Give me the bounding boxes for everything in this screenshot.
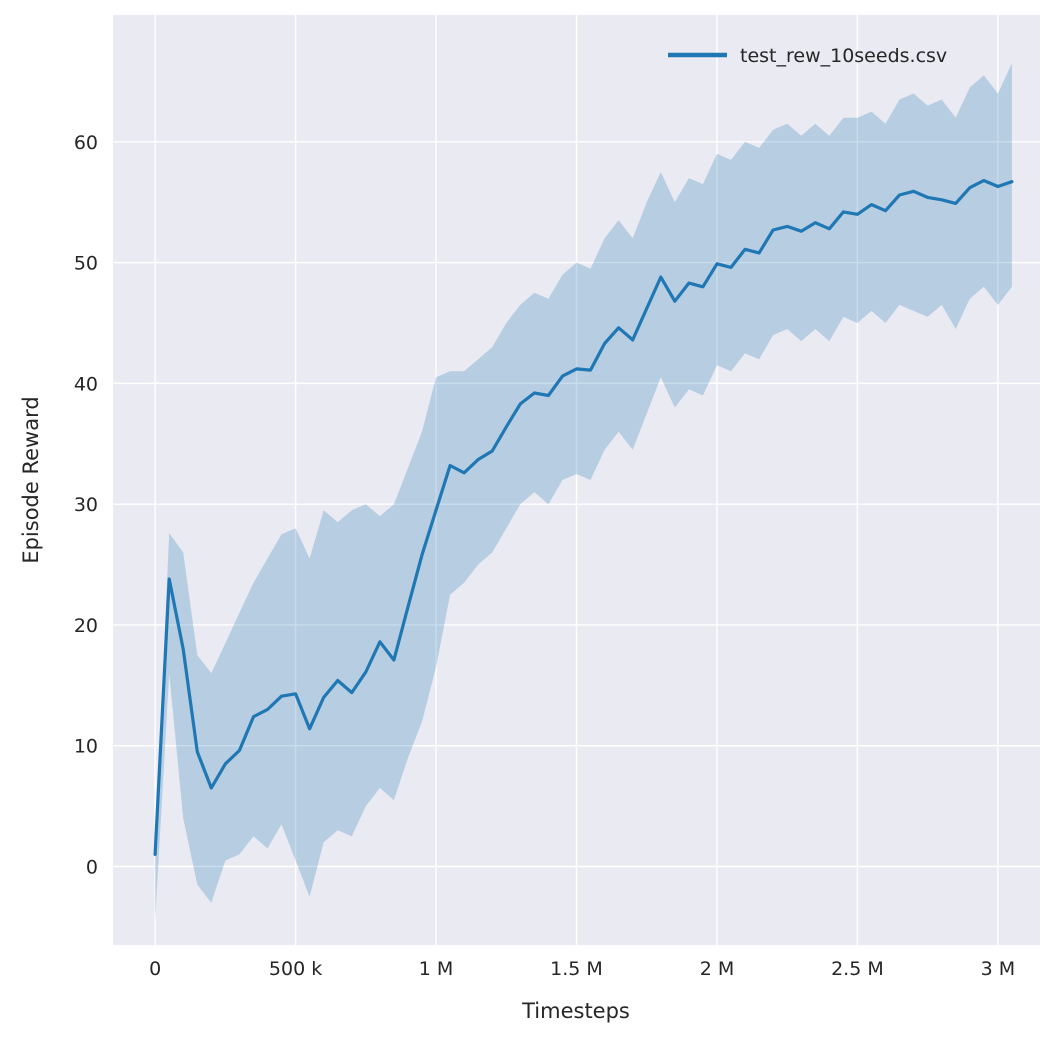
x-tick-label: 0 — [149, 958, 161, 980]
y-tick-label: 50 — [74, 253, 98, 275]
y-axis-label: Episode Reward — [19, 396, 43, 563]
y-tick-label: 10 — [74, 736, 98, 758]
x-tick-label: 2.5 M — [831, 958, 884, 980]
x-tick-label: 1 M — [419, 958, 454, 980]
y-tick-label: 20 — [74, 615, 98, 637]
x-tick-label: 1.5 M — [550, 958, 603, 980]
x-axis-label: Timesteps — [521, 999, 630, 1023]
grid-layer — [113, 15, 1040, 945]
y-tick-label: 40 — [74, 373, 98, 395]
x-tick-label: 500 k — [269, 958, 322, 980]
x-tick-label: 3 M — [981, 958, 1016, 980]
y-tick-label: 60 — [74, 132, 98, 154]
y-tick-label: 30 — [74, 494, 98, 516]
legend-label: test_rew_10seeds.csv — [740, 45, 947, 67]
confidence-band — [155, 63, 1012, 921]
legend: test_rew_10seeds.csv — [668, 45, 947, 67]
y-tick-label: 0 — [86, 856, 98, 878]
x-tick-labels: 0 500 k 1 M 1.5 M 2 M 2.5 M 3 M — [149, 958, 1015, 980]
y-tick-labels: 0 10 20 30 40 50 60 — [74, 132, 98, 879]
mean-line — [153, 178, 1014, 856]
x-tick-label: 2 M — [700, 958, 735, 980]
